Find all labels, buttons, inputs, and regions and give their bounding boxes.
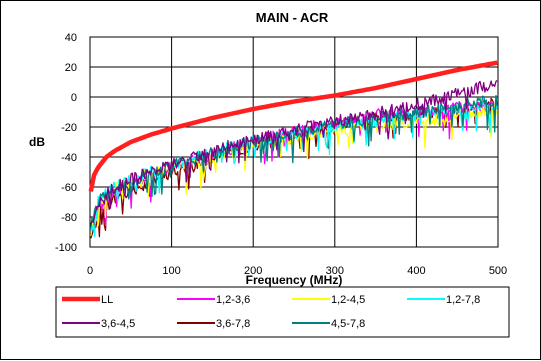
y-axis-title: dB <box>29 135 45 149</box>
series-layer <box>88 60 498 239</box>
y-tick-labels: -100 -80 -60 -40 -20 0 20 40 <box>55 32 77 254</box>
gridlines <box>90 37 498 247</box>
x-tick-label: 200 <box>244 265 262 277</box>
legend-label: 1,2-4,5 <box>331 294 365 306</box>
y-tick-label: 0 <box>71 92 77 104</box>
legend-label: 4,5-7,8 <box>331 318 365 330</box>
legend-box <box>55 286 510 338</box>
chart-title: MAIN - ACR <box>256 10 329 25</box>
legend: LL 1,2-3,6 1,2-4,5 1,2-7,8 3,6-4,5 3,6-7,8 4,5… <box>62 294 480 330</box>
legend-label: LL <box>101 294 113 306</box>
legend-label: 1,2-3,6 <box>216 294 250 306</box>
series-line-3,6-4,5 <box>90 80 498 225</box>
y-tick-label: 40 <box>65 32 77 44</box>
x-tick-labels: 0 100 200 300 400 500 <box>87 265 507 277</box>
x-tick-label: 500 <box>489 265 507 277</box>
y-tick-label: -80 <box>61 212 77 224</box>
x-axis-title: Frequency (MHz) <box>246 273 343 287</box>
y-tick-label: -20 <box>61 122 77 134</box>
y-tick-label: -60 <box>61 182 77 194</box>
legend-label: 3,6-4,5 <box>101 318 135 330</box>
x-tick-label: 0 <box>87 265 93 277</box>
series-line-LL <box>88 60 498 192</box>
legend-label: 1,2-7,8 <box>446 294 480 306</box>
y-tick-label: -40 <box>61 152 77 164</box>
x-tick-label: 100 <box>162 265 180 277</box>
y-tick-label: 20 <box>65 62 77 74</box>
series-line-4,5-7,8 <box>90 94 498 229</box>
x-tick-label: 300 <box>326 265 344 277</box>
x-tick-label: 400 <box>407 265 425 277</box>
y-tick-label: -100 <box>55 242 77 254</box>
legend-label: 3,6-7,8 <box>216 318 250 330</box>
